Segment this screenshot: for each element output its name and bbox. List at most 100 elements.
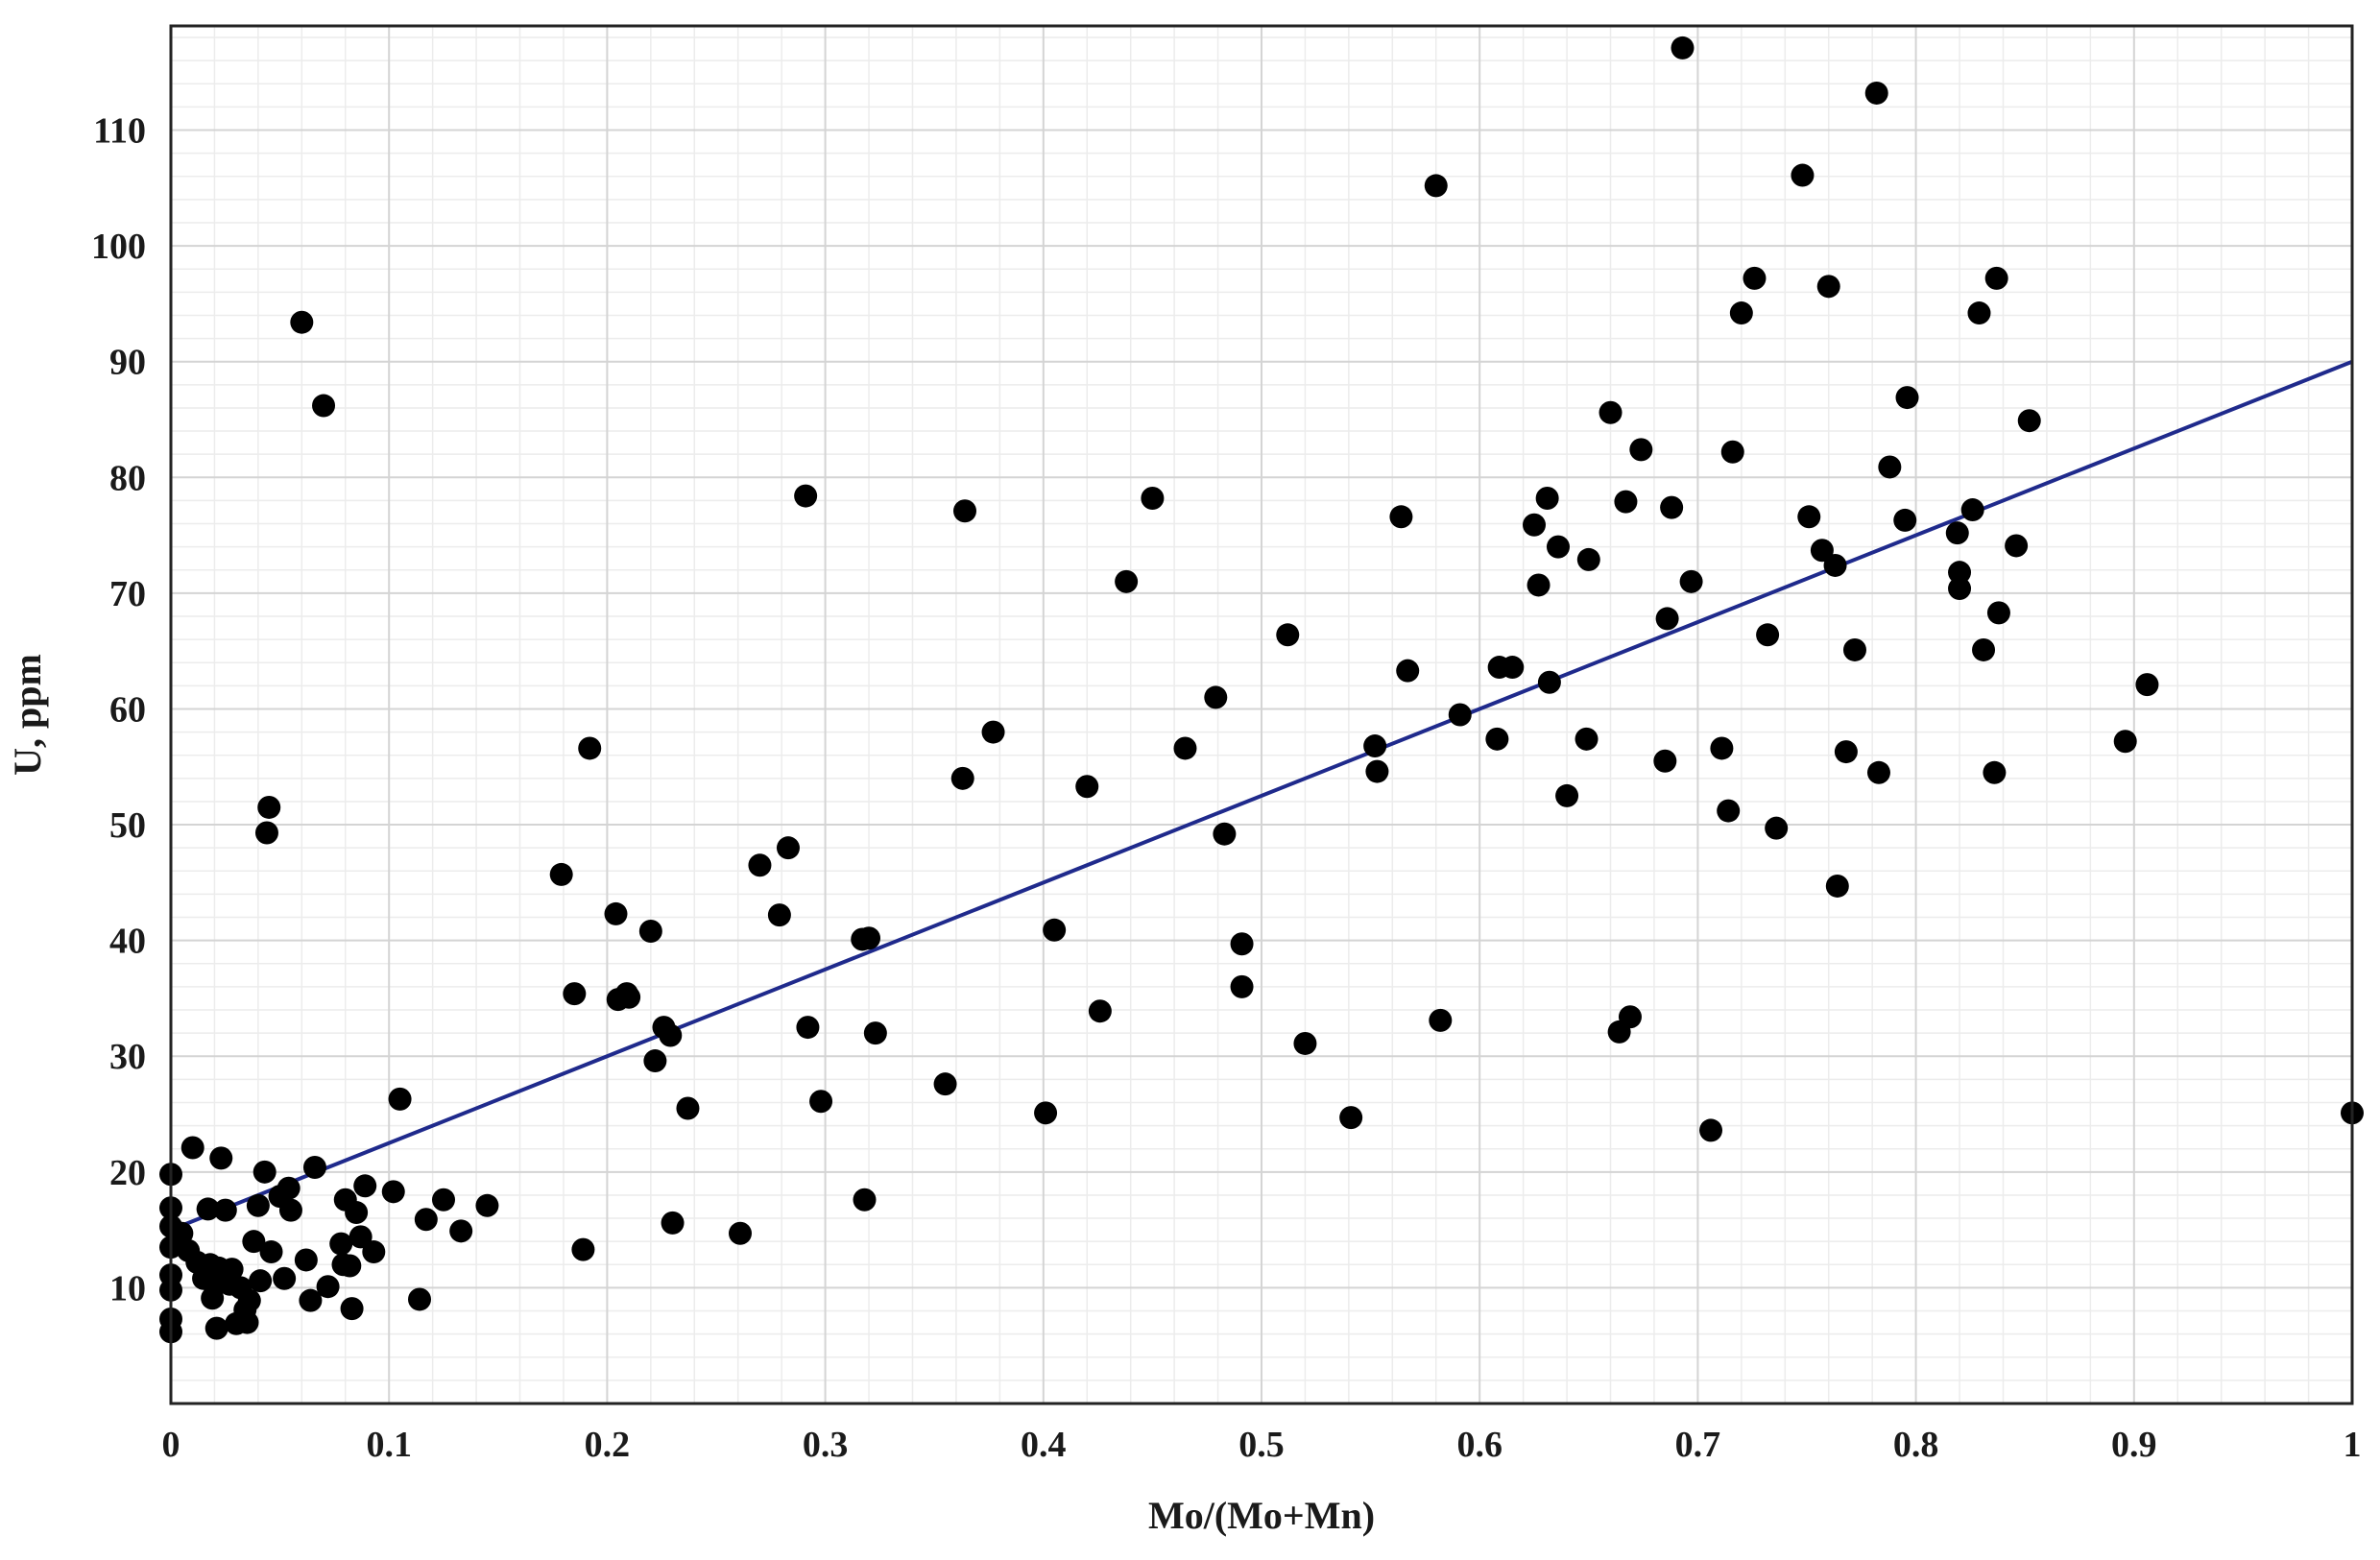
y-tick-label: 90 [109,343,146,383]
major-gridlines [170,26,2353,1404]
data-point [728,1221,752,1245]
data-point [1339,1106,1363,1130]
data-point [1895,386,1919,410]
y-tick-label: 80 [109,458,146,498]
data-point [933,1072,957,1096]
data-point [571,1237,595,1261]
data-point [1293,1031,1317,1055]
data-point [796,1016,820,1040]
data-point [1614,490,1638,514]
data-point [1555,783,1579,807]
data-point [638,920,662,943]
data-point [617,985,641,1009]
data-point [748,853,772,877]
data-point [1986,601,2010,625]
data-point [259,1240,283,1264]
data-point [661,1211,685,1235]
y-tick-label: 40 [109,922,146,962]
data-point [449,1219,473,1243]
data-point [249,1269,273,1293]
data-point [563,982,587,1006]
data-point [1424,174,1448,198]
y-tick-label: 60 [109,689,146,730]
data-point [659,1023,683,1047]
data-point [1365,759,1389,783]
data-point [353,1174,377,1198]
data-point [220,1258,244,1282]
data-point [1043,918,1067,942]
data-point [196,1197,220,1221]
data-point [2113,730,2137,754]
y-tick-label: 70 [109,574,146,614]
data-point [246,1193,270,1217]
data-point [408,1287,432,1311]
data-point [1660,495,1684,519]
data-point [1834,740,1858,764]
data-point [1960,498,1984,522]
data-point [809,1090,833,1114]
y-tick-label: 110 [93,111,146,152]
data-point [1629,438,1653,462]
data-point [235,1310,259,1334]
data-point [204,1316,228,1340]
plot-frame [169,24,2354,1405]
data-point [252,1160,276,1184]
data-point [1743,266,1767,290]
data-point [1173,736,1197,760]
data-point [1699,1118,1723,1142]
data-point [549,862,573,886]
data-point [254,821,278,845]
data-point [1948,577,1972,601]
data-point [388,1087,412,1111]
y-axis-label: U, ppm [6,654,49,776]
data-point [338,1254,362,1278]
x-tick-label: 0.8 [1893,1425,1939,1465]
data-point [1717,799,1741,823]
data-point [1765,816,1789,840]
x-tick-label: 0.1 [366,1425,412,1465]
x-tick-label: 0.5 [1238,1425,1285,1465]
data-point [1448,703,1472,727]
data-point [1230,932,1254,956]
data-point [1075,775,1099,799]
y-tick-labels: 10 20 30 40 50 60 70 80 90 100 110 [91,111,146,1309]
data-point [578,736,602,760]
y-tick-label: 30 [109,1037,146,1077]
data-point [1575,727,1599,751]
data-point [1878,455,1902,479]
data-point [1034,1101,1058,1125]
data-point [1204,685,1228,709]
data-point [643,1049,667,1073]
data-point [676,1096,700,1120]
data-point [1527,573,1551,597]
data-point [1618,1005,1642,1029]
x-axis-label: Mo/(Mo+Mn) [1148,1494,1375,1537]
data-point [1429,1008,1453,1032]
data-point [1485,727,1509,751]
data-point [1599,400,1623,424]
data-point [349,1225,373,1249]
data-point [276,1176,301,1200]
data-point [767,903,791,927]
data-point [1230,974,1254,998]
data-point [1389,505,1413,529]
data-point [1756,623,1780,647]
data-point [857,926,881,950]
data-point [1710,736,1734,760]
data-point [1276,623,1300,647]
data-point [953,499,977,523]
data-point [170,1221,194,1245]
data-point [950,766,974,790]
x-tick-label: 1 [2344,1425,2362,1465]
data-point [1576,547,1600,571]
data-point [1984,266,2008,290]
data-point [1791,163,1815,187]
data-point [242,1230,266,1254]
x-tick-label: 0.9 [2111,1425,2157,1465]
data-point [340,1297,364,1321]
data-point [1893,508,1917,532]
data-point [1546,535,1570,559]
data-point [1972,637,1996,661]
data-point [1396,659,1420,683]
